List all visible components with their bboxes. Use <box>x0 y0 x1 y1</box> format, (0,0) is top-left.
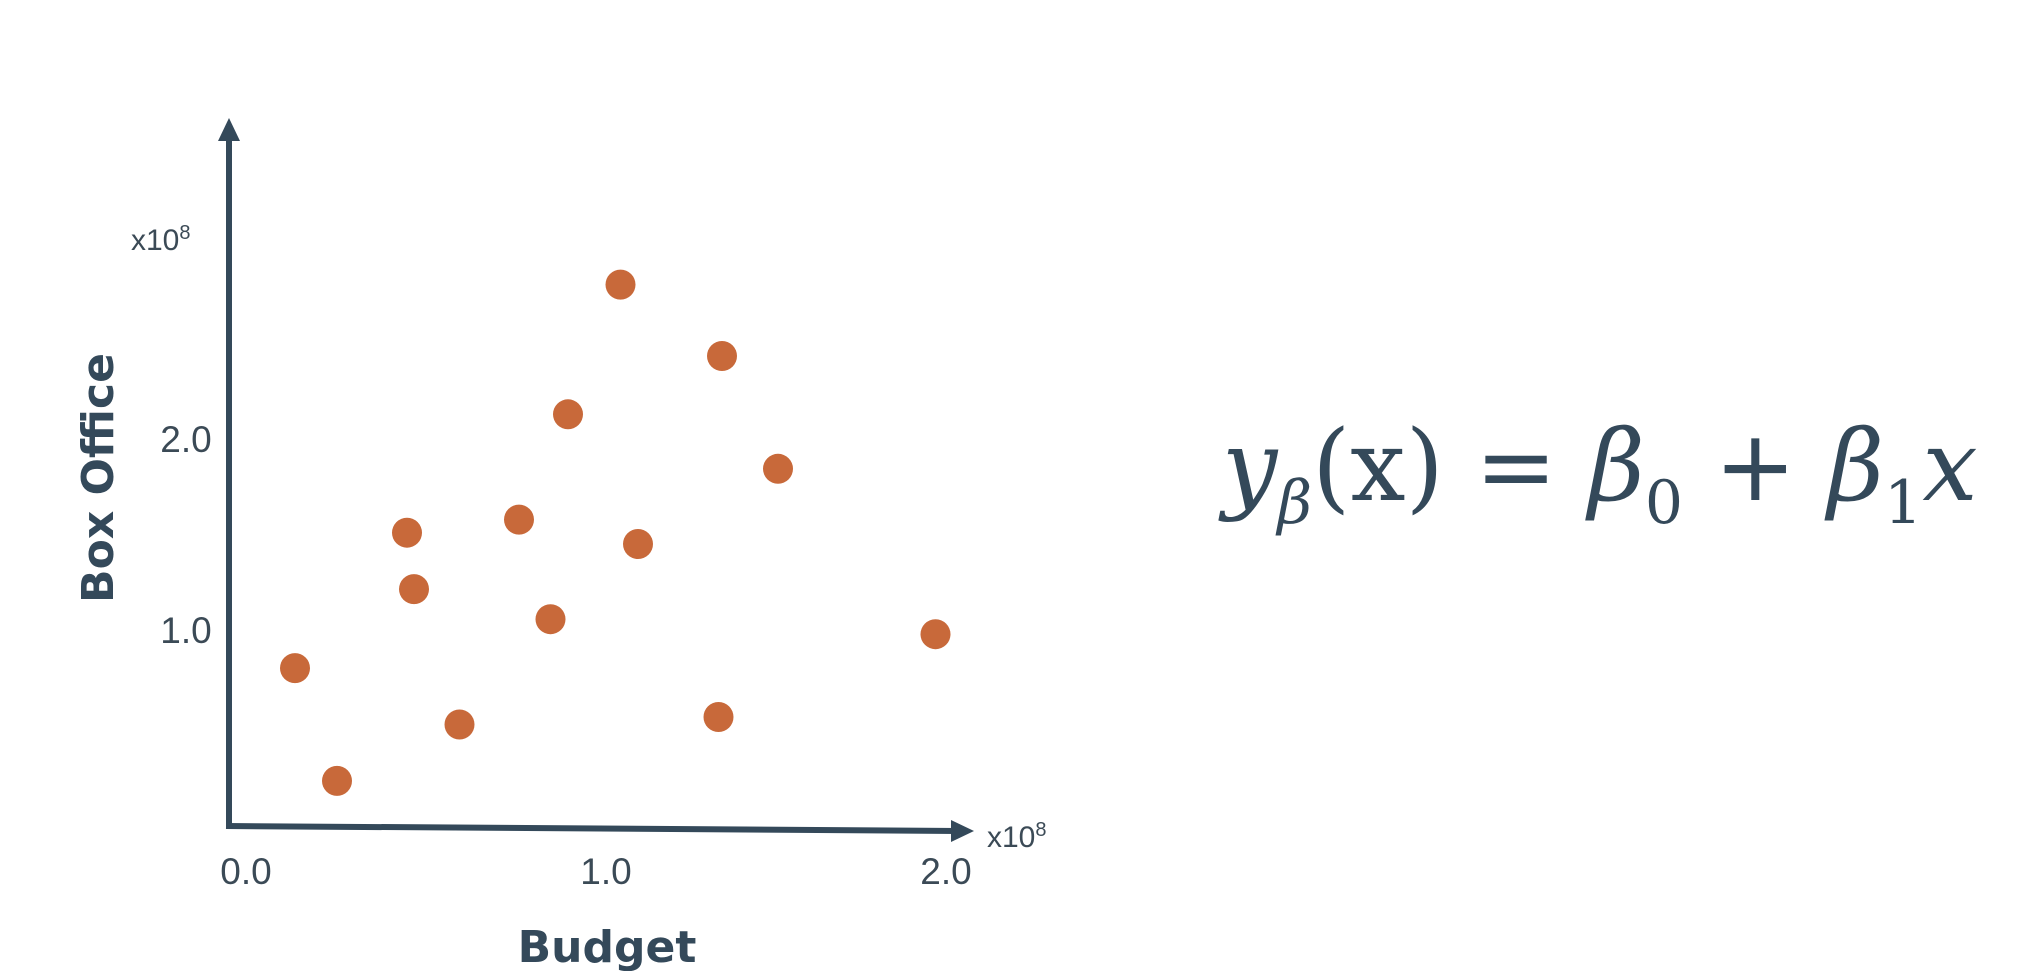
x-axis-title: Budget <box>518 922 697 971</box>
data-point <box>322 765 352 796</box>
x-multiplier: x108 <box>987 819 1047 854</box>
data-point <box>763 453 793 484</box>
data-point <box>707 341 737 371</box>
data-point <box>553 399 583 430</box>
y-tick-labels: 1.0 2.0 <box>160 419 211 651</box>
x-tick-labels: 0.0 1.0 2.0 <box>220 851 971 892</box>
data-point <box>280 653 310 684</box>
x-multiplier-exponent: 8 <box>1035 819 1046 841</box>
scatter-chart: 0.0 1.0 2.0 1.0 2.0 x108 x108 Budget Box… <box>73 118 1047 971</box>
y-multiplier-exponent: 8 <box>179 222 190 244</box>
data-point <box>399 574 429 605</box>
x-tick-label: 0.0 <box>220 851 271 892</box>
regression-formula: yβ(x) = β0 + β1x <box>1222 410 2002 540</box>
data-point <box>623 529 653 559</box>
y-tick-label: 2.0 <box>160 419 211 460</box>
formula-plus: + <box>1683 410 1828 524</box>
y-multiplier-base: x10 <box>131 224 179 257</box>
formula-x: x <box>1922 410 1978 524</box>
y-multiplier: x108 <box>131 222 191 257</box>
formula-argument: (x) = <box>1312 410 1589 524</box>
formula-beta1-subscript: 1 <box>1884 467 1923 538</box>
data-point <box>535 604 566 635</box>
x-multiplier-base: x10 <box>987 821 1035 854</box>
formula-beta1: β <box>1827 410 1885 524</box>
x-axis-line <box>225 823 959 834</box>
data-point <box>703 702 734 732</box>
formula-y-subscript: β <box>1277 467 1313 538</box>
y-axis-arrow <box>218 118 240 141</box>
data-points <box>280 269 951 796</box>
data-point <box>392 517 422 548</box>
x-tick-label: 1.0 <box>580 851 631 892</box>
data-point <box>920 619 951 650</box>
x-tick-label: 2.0 <box>920 851 971 892</box>
data-point <box>605 269 636 300</box>
data-point <box>504 504 534 535</box>
y-tick-label: 1.0 <box>160 610 211 651</box>
x-axis-arrow <box>951 820 974 842</box>
axes <box>218 118 974 842</box>
y-axis-title: Box Office <box>73 353 124 603</box>
formula-y: y <box>1222 410 1278 524</box>
formula-beta0: β <box>1588 410 1645 524</box>
formula-beta0-subscript: 0 <box>1644 467 1684 538</box>
data-point <box>444 709 475 740</box>
